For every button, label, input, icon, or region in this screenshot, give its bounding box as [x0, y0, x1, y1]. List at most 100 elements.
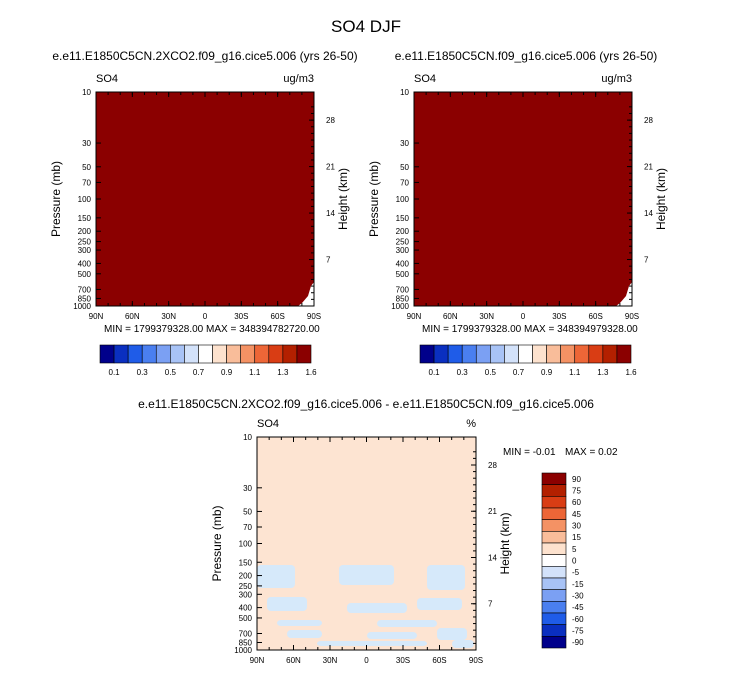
x-tick-label: 90N: [89, 312, 104, 321]
y-tick-label: 70: [82, 178, 91, 187]
y2-tick-label: 21: [644, 163, 653, 172]
colorbar-swatch: [226, 344, 241, 364]
panel-difference: e.e11.E1850C5CN.2XCO2.f09_g16.cice5.006 …: [138, 397, 618, 665]
y-tick-label: 300: [239, 590, 253, 599]
page-title: SO4 DJF: [331, 17, 401, 36]
colorbar-swatch: [588, 344, 604, 364]
colorbar-swatch: [541, 472, 567, 485]
negative-contour-region: [267, 597, 307, 611]
y2-tick-label: 7: [488, 600, 493, 609]
negative-contour-region: [452, 640, 474, 648]
x-tick-label: 0: [521, 312, 526, 321]
colorbar-swatch: [541, 612, 567, 625]
colorbar-label: 1.6: [625, 368, 637, 377]
colorbar-swatch: [198, 344, 213, 364]
y-tick-label: 10: [243, 433, 252, 442]
colorbar-swatch: [541, 589, 567, 602]
colorbar-label: 1.6: [305, 368, 317, 377]
colorbar-swatch: [541, 531, 567, 544]
y-tick-label: 1000: [73, 302, 91, 311]
negative-contour-region: [377, 620, 437, 627]
colorbar-swatch: [541, 519, 567, 532]
x-tick-label: 0: [203, 312, 208, 321]
colorbar-label: 0.9: [541, 368, 553, 377]
colorbar-swatch: [419, 344, 435, 364]
y2-tick-label: 14: [644, 209, 653, 218]
y2-tick-label: 28: [326, 116, 335, 125]
y-tick-label: 400: [239, 604, 253, 613]
colorbar-label: -5: [572, 568, 580, 577]
colorbar-swatch: [532, 344, 547, 364]
y2-axis-title: Height (km): [498, 512, 512, 574]
x-tick-label: 90S: [625, 312, 639, 321]
colorbar-swatch: [240, 344, 256, 364]
field-fill: [257, 437, 476, 650]
y-tick-label: 300: [78, 246, 92, 255]
panel-title: e.e11.E1850C5CN.f09_g16.cice5.006 (yrs 2…: [395, 49, 658, 63]
max-value-text: MAX = 0.02: [565, 447, 618, 458]
y-tick-label: 50: [243, 507, 252, 516]
colorbar-swatch: [541, 496, 567, 509]
negative-contour-region: [257, 565, 295, 588]
topography-mask: [616, 282, 632, 306]
colorbar-label: 0.9: [221, 368, 233, 377]
y-tick-label: 30: [82, 139, 91, 148]
colorbar-swatch: [541, 542, 567, 555]
y-tick-label: 850: [239, 638, 253, 647]
panel-control-2xco2: e.e11.E1850C5CN.2XCO2.f09_g16.cice5.006 …: [49, 49, 358, 377]
y2-tick-label: 14: [326, 209, 335, 218]
y2-tick-label: 21: [488, 507, 497, 516]
colorbar-swatch: [541, 577, 567, 590]
colorbar-swatch: [541, 601, 567, 614]
colorbar-label: 1.1: [249, 368, 261, 377]
colorbar-label: 90: [572, 475, 581, 484]
y-tick-label: 200: [239, 572, 253, 581]
colorbar-swatch: [433, 344, 449, 364]
y-tick-label: 150: [78, 214, 92, 223]
colorbar-swatch: [541, 566, 567, 579]
y-tick-label: 850: [78, 294, 92, 303]
colorbar-label: 30: [572, 522, 581, 531]
colorbar-swatch: [541, 624, 567, 637]
colorbar-swatch: [184, 344, 199, 364]
y2-axis-title: Height (km): [336, 168, 350, 230]
colorbar-swatch: [541, 507, 567, 520]
negative-contour-region: [347, 603, 407, 613]
colorbar-swatch: [518, 344, 533, 364]
colorbar-label: 60: [572, 498, 581, 507]
x-tick-label: 60N: [125, 312, 140, 321]
negative-contour-region: [317, 641, 427, 646]
colorbar-label: 0.1: [429, 368, 441, 377]
y-tick-label: 200: [78, 227, 92, 236]
colorbar-label: 75: [572, 487, 581, 496]
y-axis-title: Pressure (mb): [367, 161, 381, 237]
colorbar-label: 0.1: [109, 368, 121, 377]
negative-contour-region: [339, 565, 394, 585]
variable-label: SO4: [96, 73, 118, 85]
colorbar-swatch: [141, 344, 157, 364]
colorbar-label: 1.3: [597, 368, 609, 377]
colorbar-label: 0: [572, 557, 577, 566]
y-tick-label: 30: [400, 139, 409, 148]
y-tick-label: 50: [82, 163, 91, 172]
y-tick-label: 150: [239, 558, 253, 567]
colorbar-swatch: [546, 344, 561, 364]
negative-contour-region: [277, 620, 322, 626]
colorbar-swatch: [99, 344, 115, 364]
x-tick-label: 30N: [479, 312, 494, 321]
x-tick-label: 90N: [407, 312, 422, 321]
min-value-text: MIN = 1799379328.00: [422, 324, 522, 335]
colorbar-swatch: [475, 344, 491, 364]
x-tick-label: 90S: [307, 312, 321, 321]
y-tick-label: 100: [239, 540, 253, 549]
colorbar-label: -90: [572, 638, 584, 647]
y-axis-title: Pressure (mb): [210, 505, 224, 581]
y-tick-label: 200: [396, 227, 410, 236]
colorbar-swatch: [574, 344, 590, 364]
x-tick-label: 30N: [323, 656, 338, 665]
panel-title: e.e11.E1850C5CN.2XCO2.f09_g16.cice5.006 …: [52, 49, 357, 63]
max-value-text: MAX = 348394782720.00: [206, 324, 320, 335]
y-axis-title: Pressure (mb): [49, 161, 63, 237]
x-tick-label: 60S: [271, 312, 285, 321]
